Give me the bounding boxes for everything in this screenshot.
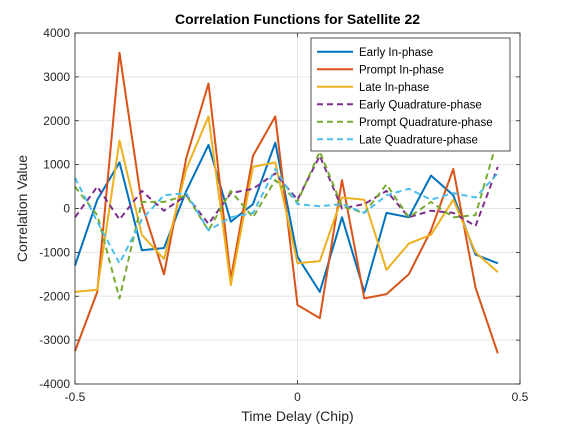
y-tick-label: 3000 [43,70,70,84]
y-tick-label: -3000 [39,333,70,347]
legend-entry: Late Quadrature-phase [359,134,478,146]
legend-entry: Prompt In-phase [359,64,444,76]
y-tick-label: -4000 [39,377,70,391]
x-tick-label: -0.5 [65,390,86,404]
legend: Early In-phase Prompt In-phase Late In-pha… [311,38,510,151]
y-tick-label: 2000 [43,114,70,128]
y-tick-label: 1000 [43,158,70,172]
x-tick-label: 0.5 [512,390,529,404]
legend-entry: Late In-phase [359,82,429,94]
y-axis-label: Correlation Value [14,155,30,262]
y-tick-label: -1000 [39,245,70,259]
y-tick-label: 0 [63,202,70,216]
y-tick-label: 4000 [43,26,70,40]
legend-entry: Early In-phase [359,47,433,59]
x-tick-label: 0 [294,390,301,404]
legend-entry: Early Quadrature-phase [359,99,482,111]
x-axis-label: Time Delay (Chip) [241,408,353,424]
chart-title: Correlation Functions for Satellite 22 [175,11,420,27]
legend-entry: Prompt Quadrature-phase [359,117,493,129]
y-tick-label: -2000 [39,289,70,303]
